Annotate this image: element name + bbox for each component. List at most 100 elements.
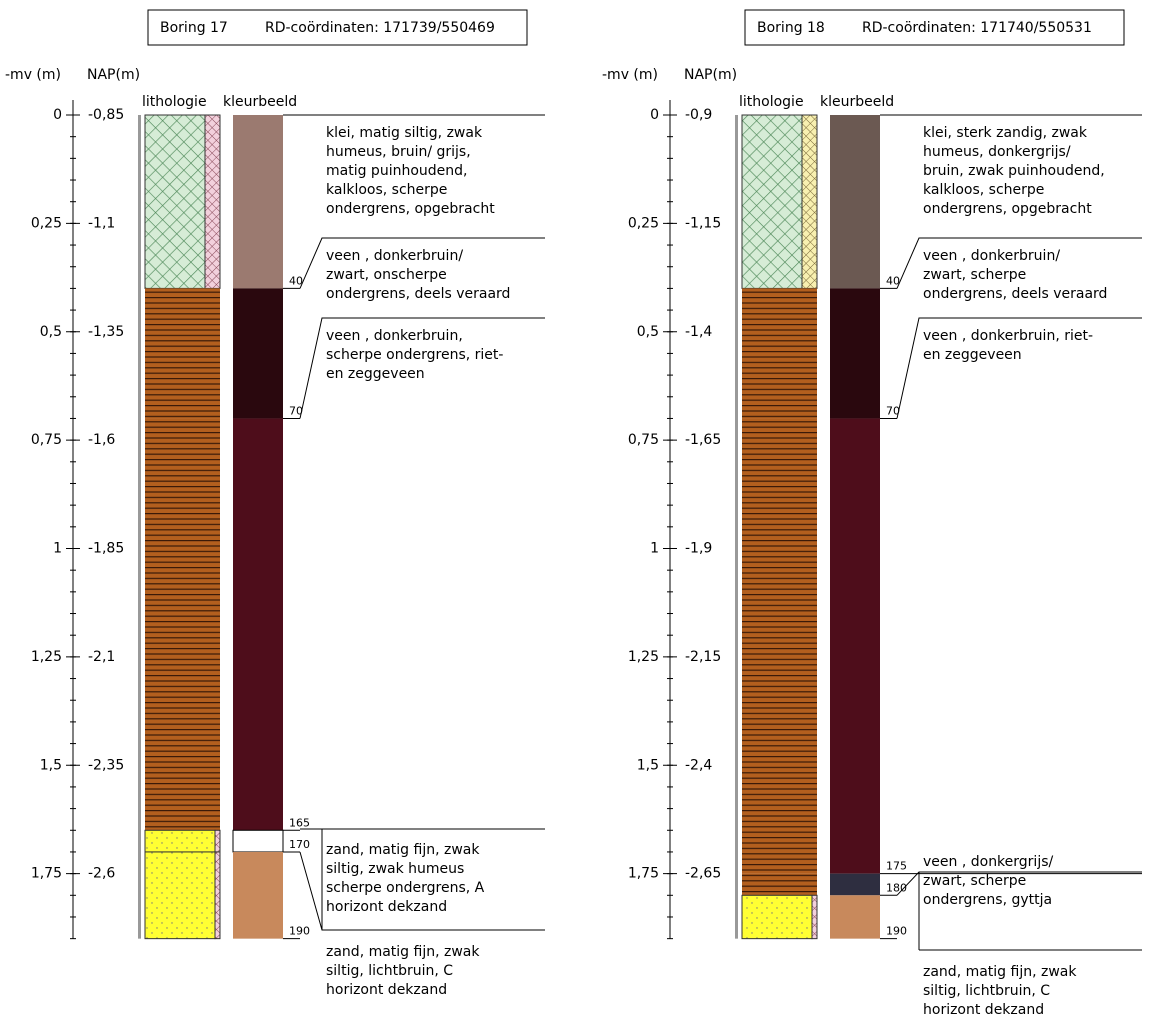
description-line: humeus, bruin/ grijs, bbox=[326, 144, 471, 160]
mv-tick-label: 0,5 bbox=[40, 324, 62, 340]
nap-tick-label: -1,1 bbox=[88, 215, 115, 231]
mv-tick-label: 0,75 bbox=[31, 432, 62, 448]
description-line: horizont dekzand bbox=[326, 982, 447, 998]
description-line: zwart, onscherpe bbox=[326, 267, 447, 283]
nap-tick-label: -0,85 bbox=[88, 107, 124, 123]
boring-name: Boring 17 bbox=[160, 20, 228, 36]
nap-tick-label: -1,6 bbox=[88, 432, 115, 448]
color-layer bbox=[830, 418, 880, 874]
description-line: ondergrens, opgebracht bbox=[923, 201, 1092, 217]
lith-layer bbox=[742, 288, 817, 419]
nap-tick-label: -1,15 bbox=[685, 215, 721, 231]
coordinates: RD-coördinaten: 171740/550531 bbox=[862, 20, 1092, 36]
title-box bbox=[744, 9, 1125, 46]
lith-layer bbox=[144, 851, 216, 940]
mv-tick-label: 0,25 bbox=[628, 215, 659, 231]
description-line: siltig, zwak humeus bbox=[326, 861, 464, 877]
lith-layer bbox=[741, 894, 813, 940]
lith-layer bbox=[144, 829, 216, 853]
description-line: klei, sterk zandig, zwak bbox=[923, 125, 1088, 141]
nap-tick-label: -1,65 bbox=[685, 432, 721, 448]
mv-tick-label: 1 bbox=[53, 541, 62, 557]
description-line: veen , donkerbruin/ bbox=[923, 248, 1060, 264]
lith-strip bbox=[801, 114, 818, 289]
mv-tick-label: 1,5 bbox=[637, 757, 659, 773]
depth-label: 180 bbox=[886, 881, 907, 894]
description-line: humeus, donkergrijs/ bbox=[923, 144, 1071, 160]
connector bbox=[299, 317, 545, 419]
mv-tick-label: 1,5 bbox=[40, 757, 62, 773]
depth-label: 190 bbox=[886, 925, 907, 938]
mv-tick-label: 0 bbox=[53, 107, 62, 123]
color-layer bbox=[233, 288, 283, 419]
depth-label: 70 bbox=[289, 404, 303, 417]
mv-tick-label: 0,25 bbox=[31, 215, 62, 231]
lith-layer bbox=[742, 418, 817, 874]
depth-label: 190 bbox=[289, 925, 310, 938]
description-line: zand, matig fijn, zwak bbox=[326, 944, 480, 960]
description-line: ondergrens, gyttja bbox=[923, 892, 1052, 908]
nap-tick-label: -2,6 bbox=[88, 866, 115, 882]
lith-layer bbox=[741, 114, 803, 289]
connector bbox=[896, 317, 1142, 419]
description-line: zand, matig fijn, zwak bbox=[923, 964, 1077, 980]
color-layer bbox=[830, 895, 880, 939]
nap-tick-label: -2,4 bbox=[685, 757, 712, 773]
description-line: en zeggeveen bbox=[326, 366, 425, 382]
description-line: horizont dekzand bbox=[923, 1002, 1044, 1018]
description-line: zand, matig fijn, zwak bbox=[326, 842, 480, 858]
description-line: zwart, scherpe bbox=[923, 267, 1026, 283]
mv-tick-label: 0,5 bbox=[637, 324, 659, 340]
lith-strip bbox=[811, 894, 818, 940]
description-line: siltig, lichtbruin, C bbox=[326, 963, 453, 979]
color-header: kleurbeeld bbox=[820, 94, 894, 110]
depth-bar bbox=[735, 115, 738, 939]
color-layer bbox=[233, 418, 283, 831]
lith-header: lithologie bbox=[739, 94, 804, 110]
nap-header: NAP(m) bbox=[87, 67, 140, 83]
color-layer bbox=[830, 873, 880, 896]
color-layer bbox=[830, 288, 880, 419]
lith-strip bbox=[204, 114, 221, 289]
lith-layer bbox=[742, 873, 817, 896]
lith-layer bbox=[145, 288, 220, 419]
nap-tick-label: -2,65 bbox=[685, 866, 721, 882]
mv-tick-label: 1,75 bbox=[628, 866, 659, 882]
nap-tick-label: -2,15 bbox=[685, 649, 721, 665]
color-layer bbox=[830, 115, 880, 289]
title-box bbox=[147, 9, 528, 46]
description-line: scherpe ondergrens, riet- bbox=[326, 347, 503, 363]
depth-label: 165 bbox=[289, 816, 310, 829]
description-line: scherpe ondergrens, A bbox=[326, 880, 485, 896]
depth-label: 170 bbox=[289, 838, 310, 851]
nap-tick-label: -1,85 bbox=[88, 541, 124, 557]
mv-tick-label: 0 bbox=[650, 107, 659, 123]
mv-header: -mv (m) bbox=[602, 67, 658, 83]
description-line: horizont dekzand bbox=[326, 899, 447, 915]
lith-strip bbox=[214, 851, 221, 940]
color-header: kleurbeeld bbox=[223, 94, 297, 110]
nap-tick-label: -1,35 bbox=[88, 324, 124, 340]
boring-name: Boring 18 bbox=[757, 20, 825, 36]
depth-label: 40 bbox=[886, 274, 900, 287]
depth-label: 70 bbox=[886, 404, 900, 417]
description-line: ondergrens, deels veraard bbox=[326, 286, 510, 302]
mv-tick-label: 1,25 bbox=[628, 649, 659, 665]
description-line: ondergrens, deels veraard bbox=[923, 286, 1107, 302]
depth-bar bbox=[138, 115, 141, 939]
connector bbox=[299, 237, 545, 289]
description-line: veen , donkerbruin, bbox=[326, 328, 463, 344]
nap-header: NAP(m) bbox=[684, 67, 737, 83]
lith-layer bbox=[144, 114, 206, 289]
nap-tick-label: -0,9 bbox=[685, 107, 712, 123]
nap-tick-label: -1,9 bbox=[685, 541, 712, 557]
mv-tick-label: 1,25 bbox=[31, 649, 62, 665]
description-line: en zeggeveen bbox=[923, 347, 1022, 363]
description-line: matig puinhoudend, bbox=[326, 163, 467, 179]
description-line: veen , donkerbruin/ bbox=[326, 248, 463, 264]
lith-strip bbox=[214, 829, 221, 853]
description-line: bruin, zwak puinhoudend, bbox=[923, 163, 1105, 179]
mv-tick-label: 0,75 bbox=[628, 432, 659, 448]
depth-label: 175 bbox=[886, 860, 907, 873]
